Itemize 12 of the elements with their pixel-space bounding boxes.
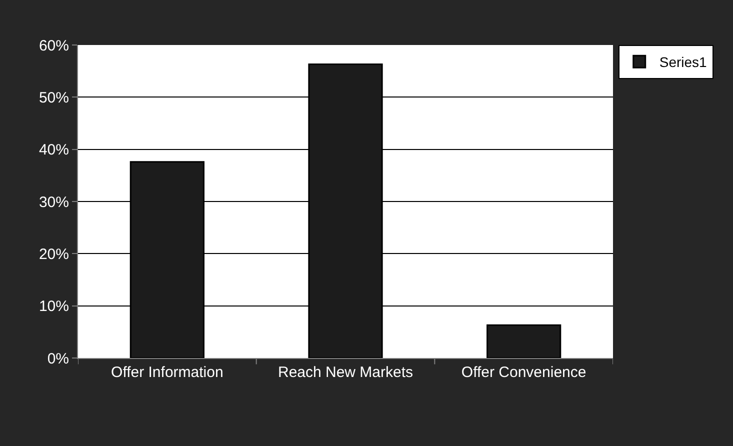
- x-tick-label: Offer Convenience: [461, 364, 586, 381]
- x-tick-label: Offer Information: [111, 364, 224, 381]
- x-tick-label: Reach New Markets: [278, 364, 414, 381]
- legend-label: Series1: [659, 54, 708, 70]
- y-tick-label: 30%: [38, 194, 69, 211]
- bar: [486, 324, 562, 358]
- y-tick-label: 50%: [38, 89, 69, 106]
- y-tick-label: 20%: [38, 246, 69, 263]
- y-tick-label: 40%: [38, 142, 69, 159]
- y-tick-label: 0%: [47, 350, 69, 368]
- y-tick-label: 10%: [38, 298, 69, 316]
- y-tick-label: 60%: [38, 37, 69, 54]
